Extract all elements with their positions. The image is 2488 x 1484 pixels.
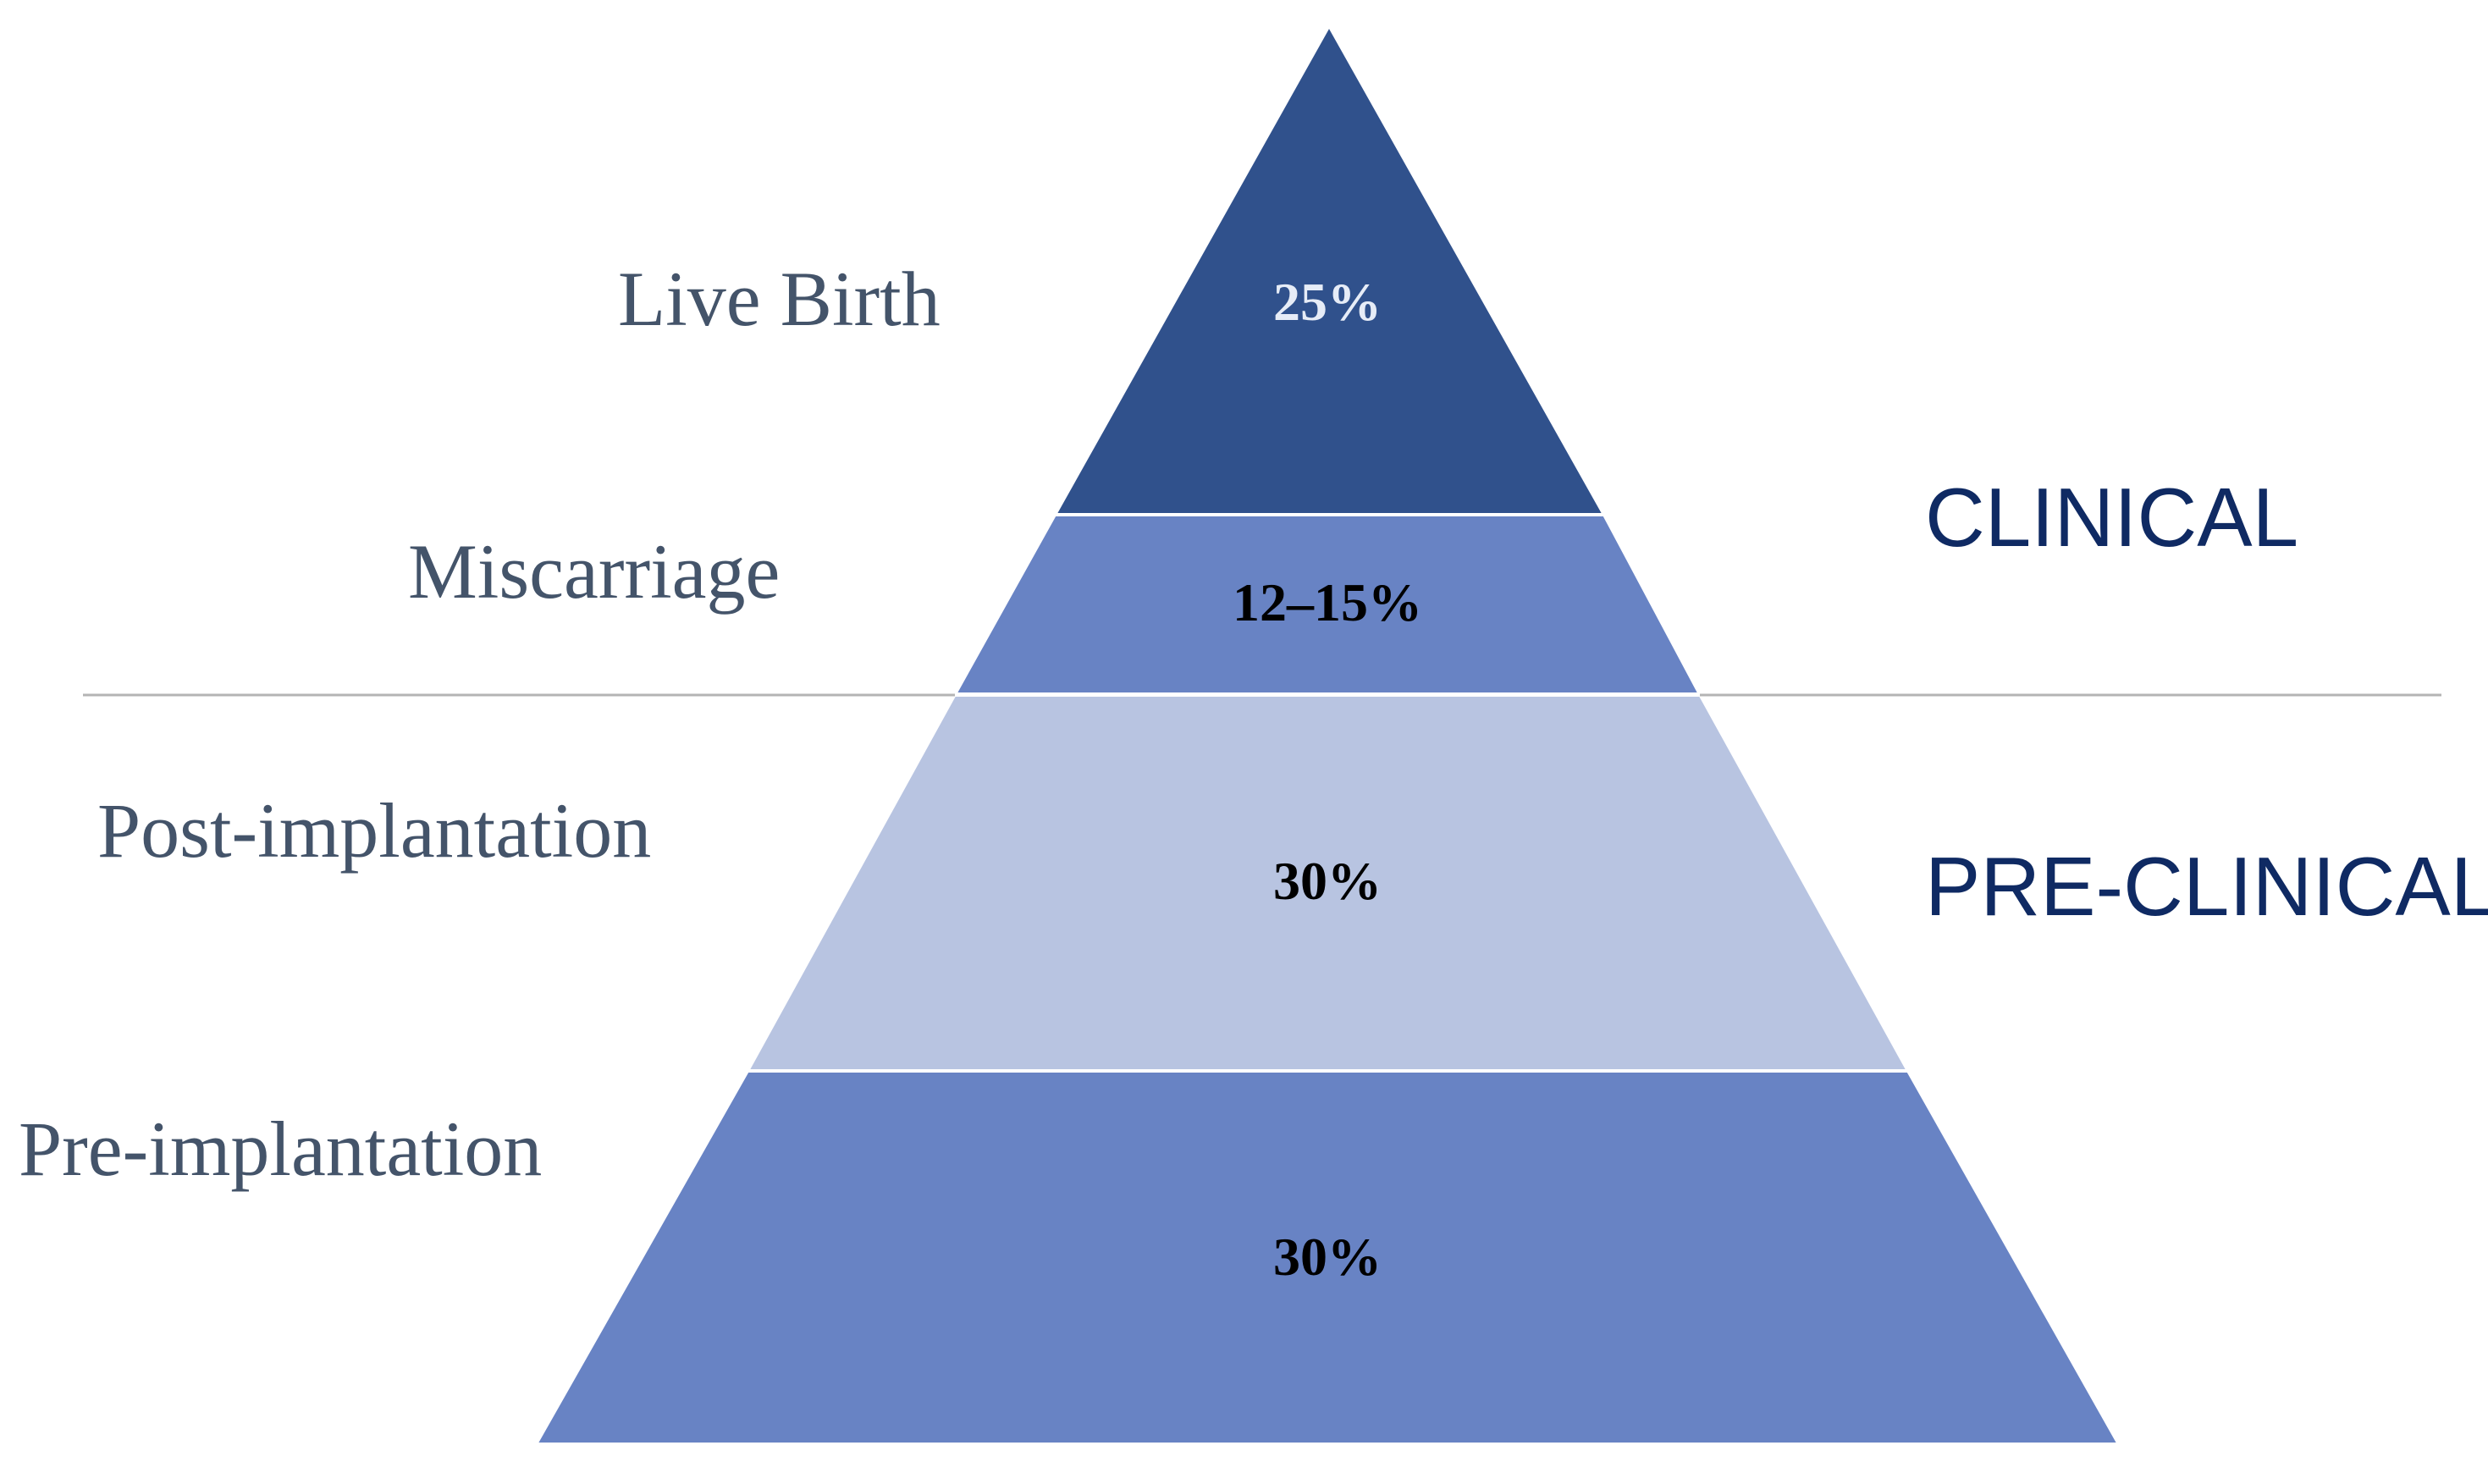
phase-label-clinical: CLINICAL <box>1925 471 2298 564</box>
pct-label-live-birth: 25% <box>1273 272 1382 332</box>
phase-label-pre-clinical: PRE-CLINICAL <box>1925 840 2488 933</box>
stage-label-pre-implantation: Pre-implantation <box>19 1106 542 1192</box>
stage-label-live-birth: Live Birth <box>618 256 941 342</box>
pyramid-tier-live-birth <box>1051 21 1608 516</box>
pct-label-miscarriage: 12–15% <box>1233 572 1422 632</box>
stage-label-post-implantation: Post-implantation <box>97 787 651 874</box>
pct-label-pre-implantation: 30% <box>1273 1227 1382 1287</box>
stage-label-miscarriage: Miscarriage <box>408 528 780 615</box>
pyramid-tier-pre-implantation <box>532 1069 2122 1446</box>
pct-label-post-implantation: 30% <box>1273 851 1382 911</box>
